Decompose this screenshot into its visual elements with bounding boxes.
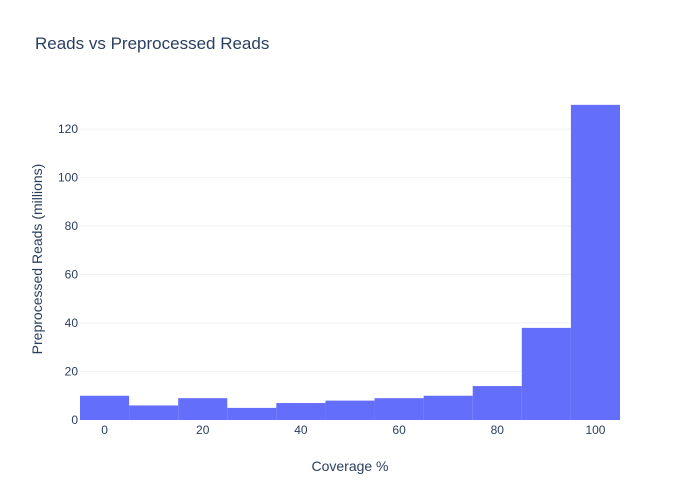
x-axis-ticks: 0 20 40 60 80 100 bbox=[101, 423, 606, 437]
bar-layer bbox=[80, 104, 620, 421]
x-tick-label: 40 bbox=[294, 423, 308, 437]
histogram-bar[interactable] bbox=[129, 405, 179, 420]
y-axis-ticks: 0 20 40 60 80 100 120 bbox=[58, 122, 78, 427]
y-tick-label: 0 bbox=[71, 413, 78, 427]
histogram-bar[interactable] bbox=[178, 398, 228, 420]
x-axis-title: Coverage % bbox=[311, 458, 388, 474]
histogram-bar[interactable] bbox=[472, 386, 522, 420]
x-tick-label: 100 bbox=[585, 423, 605, 437]
y-tick-label: 80 bbox=[65, 219, 79, 233]
y-axis-title: Preprocessed Reads (millions) bbox=[29, 164, 45, 355]
x-tick-label: 60 bbox=[392, 423, 406, 437]
histogram-bar[interactable] bbox=[227, 407, 277, 420]
y-tick-label: 100 bbox=[58, 171, 78, 185]
histogram-bar[interactable] bbox=[570, 104, 620, 421]
y-tick-label: 20 bbox=[65, 365, 79, 379]
histogram-bar[interactable] bbox=[423, 395, 473, 420]
x-tick-label: 80 bbox=[491, 423, 505, 437]
histogram-bar[interactable] bbox=[325, 400, 375, 420]
histogram-bar[interactable] bbox=[374, 398, 424, 420]
histogram-bar[interactable] bbox=[80, 395, 130, 420]
y-tick-label: 120 bbox=[58, 122, 78, 136]
histogram-bar[interactable] bbox=[276, 403, 326, 420]
chart-title: Reads vs Preprocessed Reads bbox=[35, 34, 270, 53]
histogram-bar[interactable] bbox=[521, 327, 571, 420]
y-tick-label: 40 bbox=[65, 316, 79, 330]
x-tick-label: 20 bbox=[196, 423, 210, 437]
x-tick-label: 0 bbox=[101, 423, 108, 437]
y-tick-label: 60 bbox=[65, 268, 79, 282]
